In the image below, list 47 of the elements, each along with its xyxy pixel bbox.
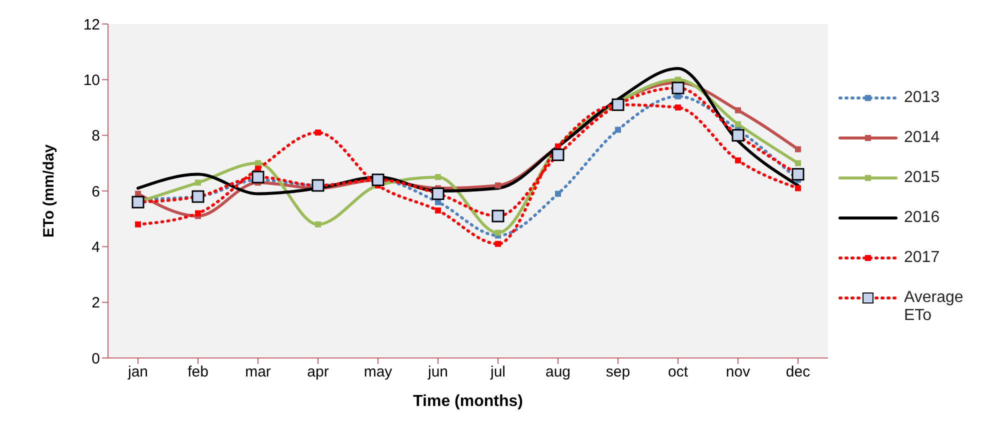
point xyxy=(495,240,501,247)
y-tick-label: 12 xyxy=(83,16,100,34)
x-tick-label: aug xyxy=(545,364,571,381)
point xyxy=(195,210,201,216)
point xyxy=(315,221,321,228)
point xyxy=(615,126,621,133)
x-tick-label: mar xyxy=(245,364,271,381)
x-tick-label: nov xyxy=(726,364,751,381)
point xyxy=(495,182,501,188)
point xyxy=(735,107,741,114)
point xyxy=(135,221,141,228)
x-axis-title: Time (months) xyxy=(413,393,523,410)
x-tick-label: dec xyxy=(786,364,811,381)
point xyxy=(555,190,561,197)
x-tick-label: sep xyxy=(606,364,630,381)
y-tick-label: 0 xyxy=(92,350,100,368)
legend-label: Average ETo xyxy=(904,289,964,325)
legend-label: 2013 xyxy=(904,89,941,107)
x-tick-label: jul xyxy=(489,364,506,381)
point xyxy=(255,160,261,166)
x-tick-label: may xyxy=(364,364,393,381)
point xyxy=(315,130,321,136)
legend-label: 2016 xyxy=(904,209,941,227)
y-tick-label: 2 xyxy=(92,294,100,312)
legend-label: 2015 xyxy=(904,169,941,187)
point xyxy=(435,207,441,214)
x-tick-label: feb xyxy=(188,364,208,381)
y-tick-label: 10 xyxy=(83,72,100,89)
point xyxy=(795,185,801,192)
point xyxy=(435,174,441,180)
y-tick-label: 6 xyxy=(92,183,100,200)
x-tick-label: oct xyxy=(668,364,689,381)
legend-label: 2017 xyxy=(904,249,941,267)
legend-label: 2014 xyxy=(904,129,941,147)
point xyxy=(495,230,501,236)
point xyxy=(795,146,801,152)
y-tick-label: 4 xyxy=(92,238,100,256)
point xyxy=(795,160,801,166)
point xyxy=(735,157,741,164)
x-tick-label: jan xyxy=(126,364,148,381)
x-tick-label: apr xyxy=(307,364,329,381)
point xyxy=(675,104,681,110)
point xyxy=(195,180,201,186)
y-tick-label: 8 xyxy=(92,128,100,145)
y-axis-title: ETo (mm/day xyxy=(40,144,58,238)
x-tick-label: jun xyxy=(426,364,448,381)
point xyxy=(735,121,741,128)
